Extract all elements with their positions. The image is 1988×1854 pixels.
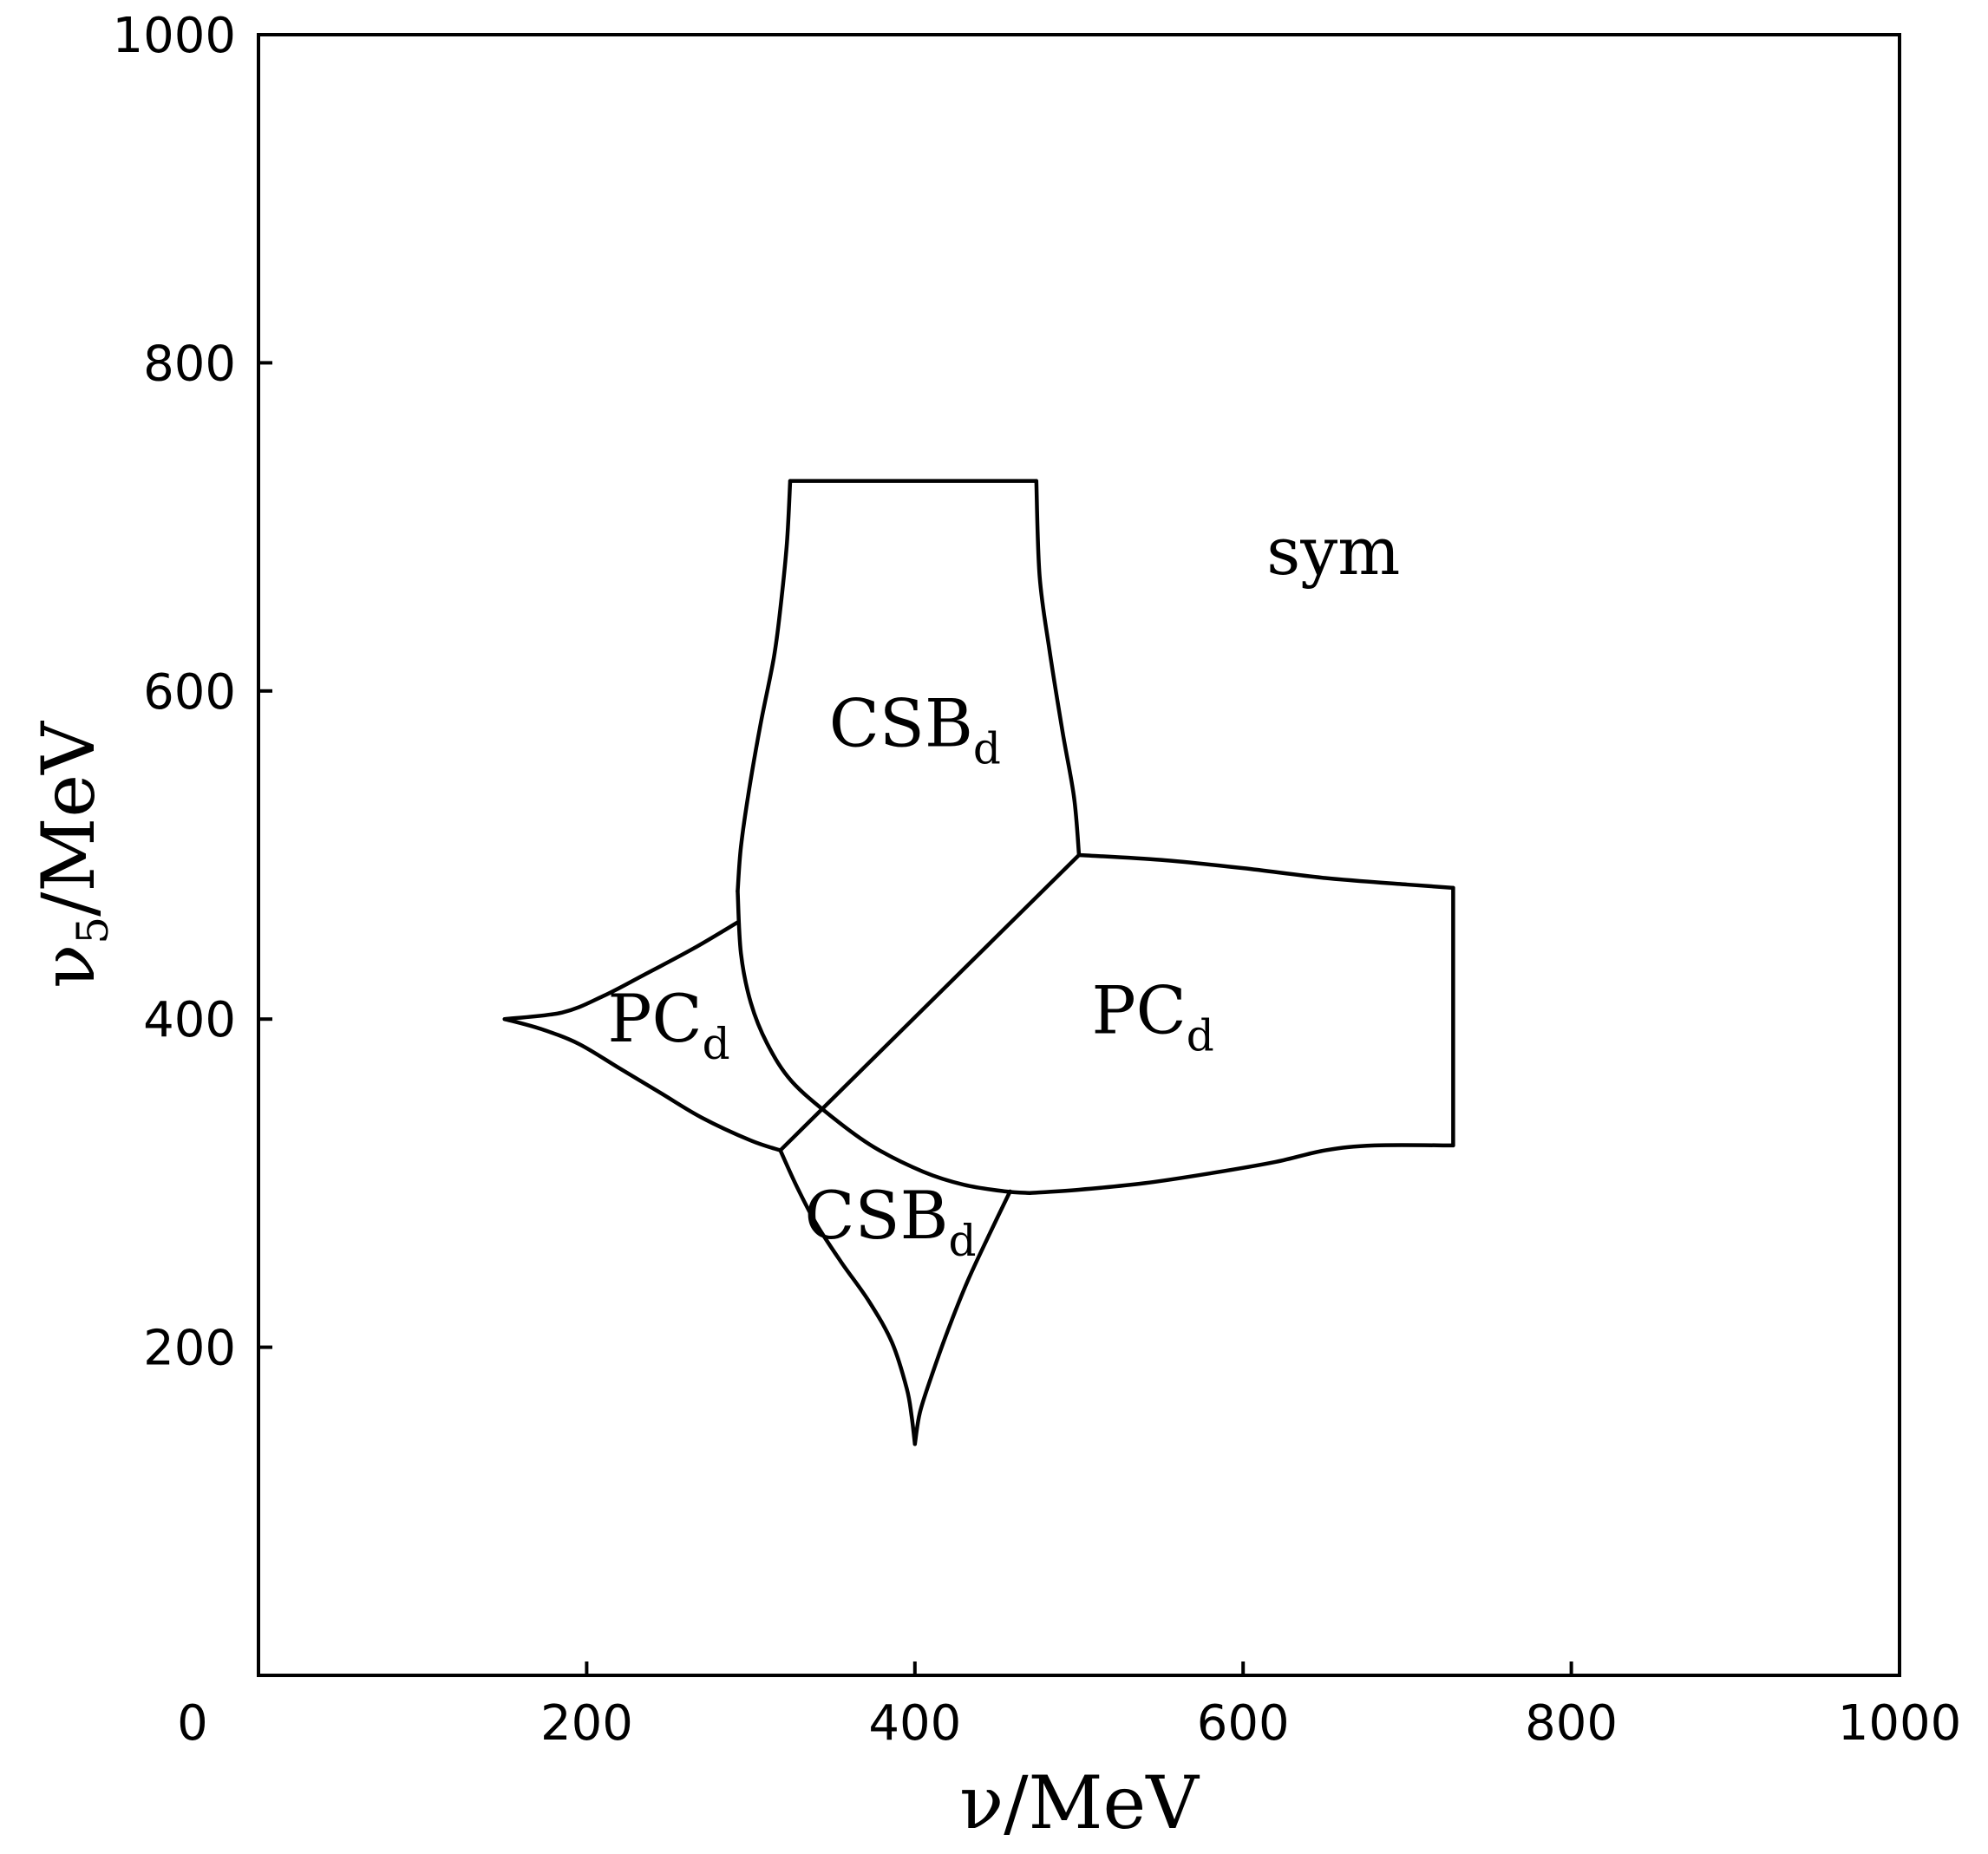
y-axis-title: ν5/MeV <box>26 721 118 989</box>
boundary-pc-right-top <box>1076 852 1455 891</box>
region-label-main: sym <box>1266 512 1400 590</box>
region-label-subscript: d <box>703 1019 730 1069</box>
x-tick-label-1000: 1000 <box>1838 1695 1962 1752</box>
region-label-main: PC <box>607 980 702 1057</box>
region-label-main: PC <box>1091 972 1186 1049</box>
x-axis-title: ν/MeV <box>959 1760 1200 1845</box>
y-tick-label-200: 200 <box>143 1321 236 1377</box>
region-label-subscript: d <box>973 724 1001 774</box>
axis-ticks: 0 200 400 600 800 1000 200 400 600 800 1000 <box>112 8 1961 1752</box>
x-tick-label-400: 400 <box>868 1695 961 1752</box>
phase-boundaries <box>502 479 1455 1446</box>
boundary-csb-lower-left <box>778 1148 918 1446</box>
boundary-csb-upper-left <box>736 479 793 893</box>
boundary-csb-upper-right <box>1034 479 1082 858</box>
x-tick-label-800: 800 <box>1525 1695 1618 1752</box>
boundary-pc-left-lower <box>502 1016 782 1152</box>
region-label-main: CSB <box>804 1177 948 1254</box>
boundary-csb-lower-right <box>912 1189 1012 1446</box>
region-label-main: CSB <box>829 685 973 762</box>
region-label-subscript: d <box>948 1216 976 1266</box>
plot-frame <box>257 33 1901 1677</box>
y-tick-label-800: 800 <box>143 336 236 392</box>
region-label-subscript: d <box>1187 1011 1214 1061</box>
region-label-sym-4: sym <box>1266 512 1400 590</box>
y-axis-title-subscript: 5 <box>68 917 118 944</box>
y-tick-label-400: 400 <box>143 992 236 1048</box>
y-axis-title-rest: /MeV <box>26 721 111 917</box>
boundary-pc-left-upper <box>502 920 740 1022</box>
region-label-pc-d-2: PCd <box>1091 972 1213 1061</box>
y-tick-label-1000: 1000 <box>112 8 236 64</box>
region-label-pc-d-1: PCd <box>607 980 729 1069</box>
boundary-pc-right-bottom <box>1027 1143 1455 1195</box>
boundary-csb-upper-curve-lower <box>736 889 1032 1195</box>
y-axis-title-main: ν <box>26 944 111 989</box>
x-tick-label-0: 0 <box>177 1695 208 1752</box>
x-tick-label-600: 600 <box>1197 1695 1290 1752</box>
x-tick-label-200: 200 <box>540 1695 633 1752</box>
region-label-csb-d-0: CSBd <box>829 685 1001 774</box>
y-tick-label-600: 600 <box>143 664 236 721</box>
boundary-diagonal <box>778 852 1082 1152</box>
region-label-csb-d-3: CSBd <box>804 1177 976 1266</box>
